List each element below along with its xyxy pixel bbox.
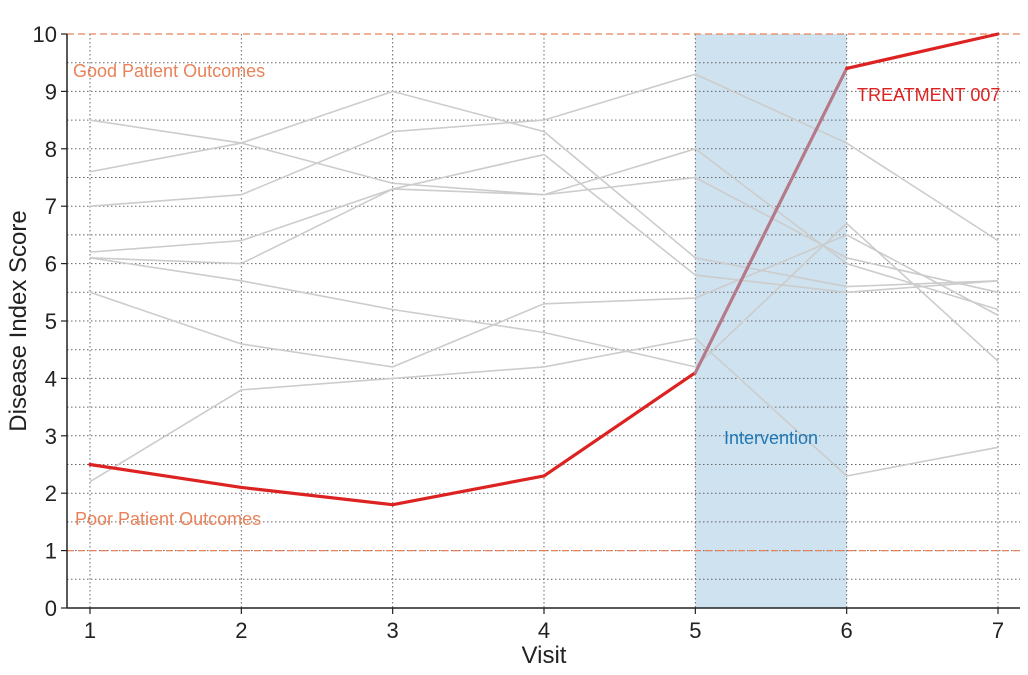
x-tick-label: 3 [387,618,399,643]
patient-series-line [89,90,999,288]
patient-series-line [89,337,999,483]
treatment-series-label: TREATMENT 007 [857,85,1000,105]
x-tick-label: 2 [235,618,247,643]
y-tick-label: 10 [33,22,57,47]
y-tick-label: 0 [45,596,57,621]
y-tick-label: 8 [45,137,57,162]
poor-outcomes-label: Poor Patient Outcomes [75,509,261,529]
patient-series-line [89,73,999,242]
patient-series-line [89,222,999,368]
y-tick-label: 4 [45,366,57,391]
y-tick-label: 7 [45,194,57,219]
y-tick-label: 2 [45,481,57,506]
treatment-series-segment [693,66,849,375]
x-tick-label: 7 [992,618,1004,643]
patient-series-line [89,153,999,294]
patient-series-line [89,176,999,294]
x-axis-title: Visit [522,642,567,669]
treatment-series-segment [239,485,395,507]
treatment-series-segment [542,371,697,478]
y-tick-label: 6 [45,252,57,277]
x-tick-label: 4 [538,618,550,643]
treatment-series-segment [88,462,243,490]
x-tick-label: 1 [84,618,96,643]
y-tick-label: 9 [45,79,57,104]
patient-series-line [89,234,999,368]
y-axis-title: Disease Index Score [5,210,32,431]
y-tick-label: 3 [45,424,57,449]
treatment-series-segment [391,474,546,507]
treatment-series-segment [845,32,1000,71]
x-tick-label: 5 [689,618,701,643]
y-tick-label: 5 [45,309,57,334]
intervention-label: Intervention [724,428,818,448]
good-outcomes-label: Good Patient Outcomes [73,61,265,81]
x-tick-label: 6 [841,618,853,643]
y-tick-label: 1 [45,539,57,564]
